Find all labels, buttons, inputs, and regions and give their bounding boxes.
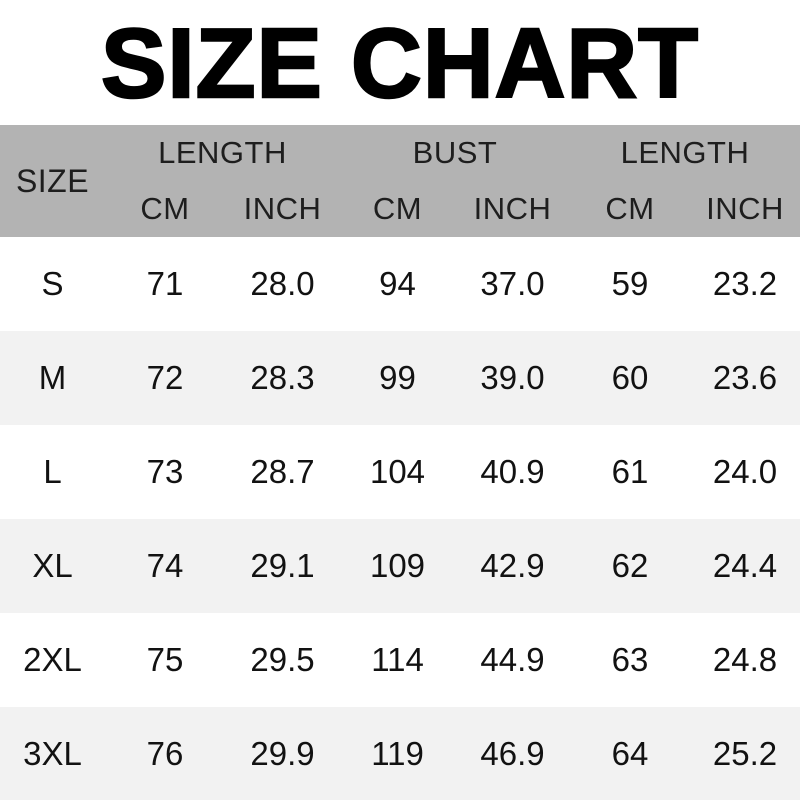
- table-row: M 72 28.3 99 39.0 60 23.6: [0, 331, 800, 425]
- group-header-bust: BUST: [412, 135, 498, 170]
- measurement-value: 23.6: [712, 359, 778, 396]
- measurement-value: 94: [379, 265, 416, 302]
- measurement-value: 29.1: [250, 547, 315, 584]
- measurement-value: 75: [146, 641, 184, 678]
- sub-header-cm: CM: [140, 191, 190, 226]
- table-body: S 71 28.0 94 37.0 59 23.2 M 72 28.3 99 39.0 60 23.6 L 7…: [0, 237, 800, 800]
- sub-header-inch: INCH: [243, 191, 322, 226]
- measurement-value: 46.9: [480, 735, 545, 772]
- measurement-value: 61: [611, 453, 649, 490]
- measurement-value: 23.2: [712, 265, 778, 302]
- measurement-value: 73: [146, 453, 184, 490]
- row-size-label: XL: [32, 547, 73, 584]
- measurement-value: 24.0: [712, 453, 778, 490]
- table-row: L 73 28.7 104 40.9 61 24.0: [0, 425, 800, 519]
- measurement-value: 24.8: [712, 641, 778, 678]
- title-area: SIZE CHART: [0, 0, 800, 125]
- measurement-value: 64: [611, 735, 649, 772]
- measurement-value: 37.0: [480, 265, 545, 302]
- measurement-value: 60: [611, 359, 649, 396]
- measurement-value: 63: [611, 641, 649, 678]
- measurement-value: 25.2: [712, 735, 778, 772]
- table-row: 2XL 75 29.5 114 44.9 63 24.8: [0, 613, 800, 707]
- row-size-label: S: [41, 265, 64, 302]
- measurement-value: 44.9: [480, 641, 545, 678]
- measurement-value: 71: [146, 265, 184, 302]
- group-header-length-2: LENGTH: [620, 135, 750, 170]
- measurement-value: 72: [146, 359, 184, 396]
- row-size-label: L: [43, 453, 62, 490]
- measurement-value: 29.5: [250, 641, 315, 678]
- measurement-value: 104: [369, 453, 426, 490]
- measurement-value: 109: [369, 547, 426, 584]
- row-size-label: M: [38, 359, 67, 396]
- measurement-value: 114: [371, 641, 424, 678]
- table-header: SIZE LENGTH BUST LENGTH CM INCH CM INCH …: [0, 125, 800, 237]
- measurement-value: 59: [611, 265, 649, 302]
- measurement-value: 24.4: [712, 547, 778, 584]
- row-size-label: 2XL: [23, 641, 82, 678]
- measurement-value: 119: [371, 735, 424, 772]
- page-title: SIZE CHART: [100, 7, 700, 118]
- measurement-value: 28.3: [250, 359, 315, 396]
- measurement-value: 28.0: [250, 265, 315, 302]
- row-size-label: 3XL: [23, 735, 82, 772]
- measurement-value: 29.9: [250, 735, 315, 772]
- measurement-value: 99: [379, 359, 416, 396]
- measurement-value: 42.9: [480, 547, 545, 584]
- measurement-value: 28.7: [250, 453, 315, 490]
- table-row: 3XL 76 29.9 119 46.9 64 25.2: [0, 707, 800, 800]
- group-header-length-1: LENGTH: [158, 135, 287, 170]
- column-header-size: SIZE: [15, 162, 90, 199]
- sub-header-inch: INCH: [473, 191, 552, 226]
- measurement-value: 40.9: [480, 453, 545, 490]
- measurement-value: 62: [611, 547, 649, 584]
- measurement-value: 76: [146, 735, 184, 772]
- sub-header-cm: CM: [372, 191, 423, 226]
- sub-header-inch: INCH: [706, 191, 784, 226]
- table-row: XL 74 29.1 109 42.9 62 24.4: [0, 519, 800, 613]
- table-row: S 71 28.0 94 37.0 59 23.2: [0, 237, 800, 331]
- measurement-value: 74: [146, 547, 184, 584]
- measurement-value: 39.0: [480, 359, 545, 396]
- sub-header-cm: CM: [605, 191, 655, 226]
